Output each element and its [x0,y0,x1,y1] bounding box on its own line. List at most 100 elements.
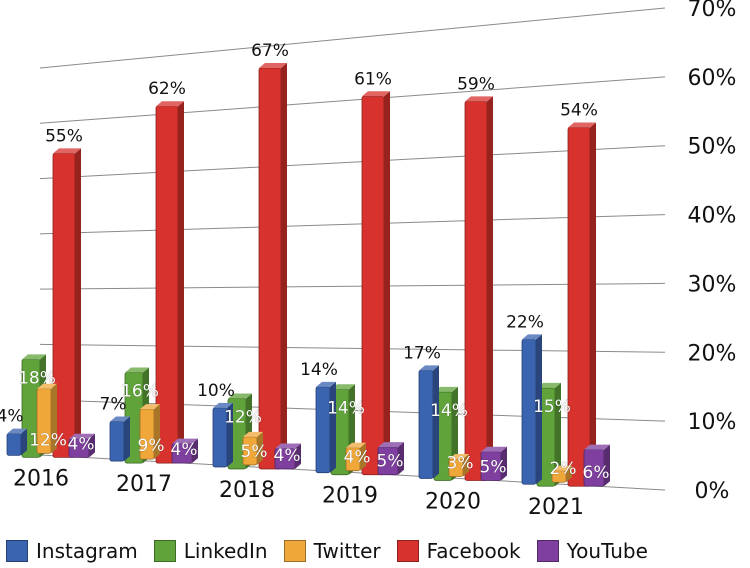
bar-top-instagram-2021 [522,334,542,340]
bar-top-facebook-2020 [465,96,493,102]
data-label-linkedin-2017: 16% [121,382,159,402]
bar-side-youtube-2020 [501,446,507,481]
bar-top-instagram-2016 [7,428,27,434]
bar-top-twitter-2017 [140,404,160,410]
bar-side-youtube-2021 [604,444,610,487]
legend-swatch-facebook [396,539,419,562]
bar-facebook-2021 [567,127,591,487]
bar-side-instagram-2020 [433,365,439,479]
bar-top-twitter-2020 [449,454,469,460]
bar-side-facebook-2017 [178,101,184,464]
legend-label-instagram: Instagram [36,538,138,563]
bar-top-youtube-2016 [69,433,95,439]
bar-top-facebook-2018 [259,63,287,69]
bar-side-youtube-2018 [295,443,301,469]
data-label-youtube-2016: 4% [68,434,95,454]
bar-side-facebook-2020 [487,96,493,481]
bar-side-instagram-2019 [330,381,336,473]
bar-top-facebook-2021 [568,122,596,128]
bar-instagram-2020 [418,369,434,479]
bar-side-instagram-2016 [21,428,27,456]
data-label-twitter-2021: 2% [550,459,577,479]
data-label-twitter-2019: 4% [344,448,371,468]
y-tick-label: 50% [688,135,737,160]
bar-side-facebook-2016 [75,148,81,458]
bar-top-linkedin-2018 [228,393,252,399]
bar-side-instagram-2017 [124,416,130,462]
bar-top-linkedin-2017 [125,367,149,373]
data-label-youtube-2019: 5% [377,452,404,472]
gridline [39,214,666,235]
data-label-twitter-2016: 12% [29,430,67,450]
bar-side-facebook-2019 [384,91,390,475]
legend-item-linkedin: LinkedIn [153,538,268,563]
legend-swatch-linkedin [153,539,176,562]
bar-top-linkedin-2021 [537,382,561,388]
bars [6,63,610,487]
legend-item-twitter: Twitter [283,539,381,563]
bar-facebook-2020 [464,100,488,481]
data-label-linkedin-2018: 12% [224,408,262,428]
bar-side-twitter-2019 [360,442,366,471]
data-label-facebook-2020: 59% [457,74,495,94]
bar-side-facebook-2018 [281,63,287,469]
bar-top-youtube-2020 [481,446,507,452]
legend-label-youtube: YouTube [566,538,648,563]
bar-top-linkedin-2019 [331,384,355,390]
bar-side-twitter-2016 [51,383,57,454]
bar-instagram-2016 [6,433,22,456]
bar-facebook-2019 [361,95,385,476]
bar-side-youtube-2017 [192,438,198,464]
legend-label-linkedin: LinkedIn [183,538,268,563]
gridline [39,343,666,353]
data-label-youtube-2017: 4% [171,440,198,460]
y-tick-label: 40% [688,204,737,229]
data-label-instagram-2016: 4% [0,407,23,427]
data-label-facebook-2016: 55% [45,126,83,146]
bar-instagram-2017 [109,421,125,462]
y-tick-label: 30% [688,272,737,297]
bar-top-instagram-2020 [419,365,439,371]
y-tick-label: 10% [688,410,737,435]
bar-side-twitter-2017 [154,404,160,460]
data-label-youtube-2018: 4% [274,446,301,466]
bar-top-facebook-2017 [156,101,184,107]
data-label-linkedin-2016: 18% [18,368,56,388]
data-label-facebook-2019: 61% [354,69,392,89]
bar-top-youtube-2018 [275,443,301,449]
data-label-twitter-2020: 3% [447,453,474,473]
bar-top-twitter-2016 [37,383,57,389]
data-label-instagram-2017: 7% [100,394,127,414]
bar-side-twitter-2021 [566,465,572,483]
data-label-facebook-2021: 54% [560,100,598,120]
bar-top-facebook-2016 [53,148,81,154]
data-label-youtube-2020: 5% [480,457,507,477]
bar-top-twitter-2019 [346,442,366,448]
category-label-2020: 2020 [425,489,481,514]
data-label-linkedin-2021: 15% [533,397,571,417]
category-label-2016: 2016 [13,466,69,491]
gridline [39,145,666,180]
category-label-2021: 2021 [528,495,584,520]
y-tick-label: 0% [695,479,730,504]
data-label-instagram-2019: 14% [300,360,338,380]
bar-top-twitter-2018 [243,431,263,437]
bar-side-youtube-2019 [398,442,404,475]
bar-side-twitter-2020 [463,454,469,477]
category-label-2019: 2019 [322,484,378,509]
data-label-linkedin-2020: 14% [430,401,468,421]
data-labels: 55%18%4%12% 4%62%16%7%9% 4%67%12%10%5% 4%61… [0,41,610,484]
bar-side-facebook-2021 [590,122,596,487]
category-labels: 2016 2017 2018 2019 2020 2021 [13,466,584,520]
gridline [39,7,666,69]
gridline [39,282,666,290]
bar-top-youtube-2021 [584,444,610,450]
legend-item-youtube: YouTube [536,538,648,563]
data-label-facebook-2018: 67% [251,41,289,61]
legend-swatch-twitter [283,539,306,562]
bar-top-youtube-2017 [172,438,198,444]
bar-top-instagram-2017 [110,416,130,422]
legend-swatch-instagram [6,539,28,562]
data-label-instagram-2018: 10% [197,381,235,401]
